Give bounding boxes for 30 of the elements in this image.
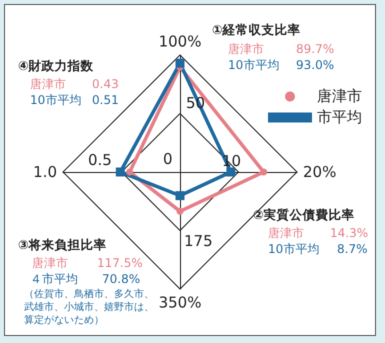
text: 89.7%	[296, 42, 334, 56]
spoke-label: 20%	[303, 163, 336, 181]
text: （佐賀市、鳥栖市、多久市、武雄市、小城市、嬉野市は、算定がないため）	[24, 288, 155, 327]
text: 唐津市	[268, 226, 304, 240]
text: 10市平均	[228, 58, 280, 72]
text: ③将来負担比率	[18, 237, 107, 252]
text: 10市平均	[268, 242, 320, 256]
text: 0.5	[88, 151, 112, 169]
text: ②実質公債費比率	[253, 207, 355, 222]
text: ①経常収支比率	[212, 22, 301, 37]
text: 0	[163, 150, 173, 168]
legend-label: 市平均	[317, 109, 362, 126]
text: 唐津市	[32, 256, 68, 270]
text: 117.5%	[97, 256, 143, 270]
spoke-label: 100%	[158, 32, 202, 50]
text: ４市平均	[30, 272, 78, 286]
text: 93.0%	[296, 58, 334, 72]
text: 0.51	[92, 93, 119, 108]
text: 175	[184, 232, 213, 250]
text: 70.8%	[102, 272, 140, 286]
spoke-label: 1.0	[33, 163, 57, 181]
text: ④財政力指数	[18, 58, 94, 73]
text: 唐津市	[30, 77, 66, 92]
text: 唐津市	[228, 42, 264, 56]
text: 10市平均	[30, 93, 82, 108]
spoke-label: 350%	[158, 294, 202, 312]
legend-label: 唐津市	[317, 88, 362, 105]
text: 8.7%	[337, 242, 368, 256]
text: 0.43	[92, 77, 119, 92]
text: 14.3%	[330, 226, 368, 240]
